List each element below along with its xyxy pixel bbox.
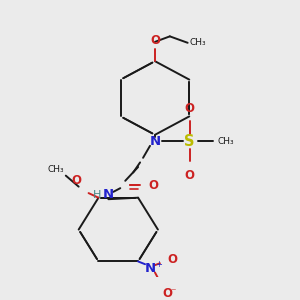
- Text: CH₃: CH₃: [47, 165, 64, 174]
- Text: N: N: [149, 135, 161, 148]
- Text: CH₃: CH₃: [190, 38, 206, 47]
- Text: CH₃: CH₃: [218, 137, 234, 146]
- Text: H: H: [93, 190, 101, 200]
- Text: O: O: [148, 179, 158, 192]
- Text: O: O: [150, 34, 160, 47]
- Text: N: N: [144, 262, 156, 275]
- Text: S: S: [184, 134, 195, 149]
- Text: O: O: [72, 174, 82, 187]
- Text: +: +: [155, 260, 162, 269]
- Text: O: O: [162, 287, 172, 300]
- Text: O: O: [168, 253, 178, 266]
- Text: O: O: [184, 169, 195, 182]
- Text: ⁻: ⁻: [170, 287, 175, 297]
- Text: N: N: [103, 188, 114, 201]
- Text: O: O: [184, 103, 195, 116]
